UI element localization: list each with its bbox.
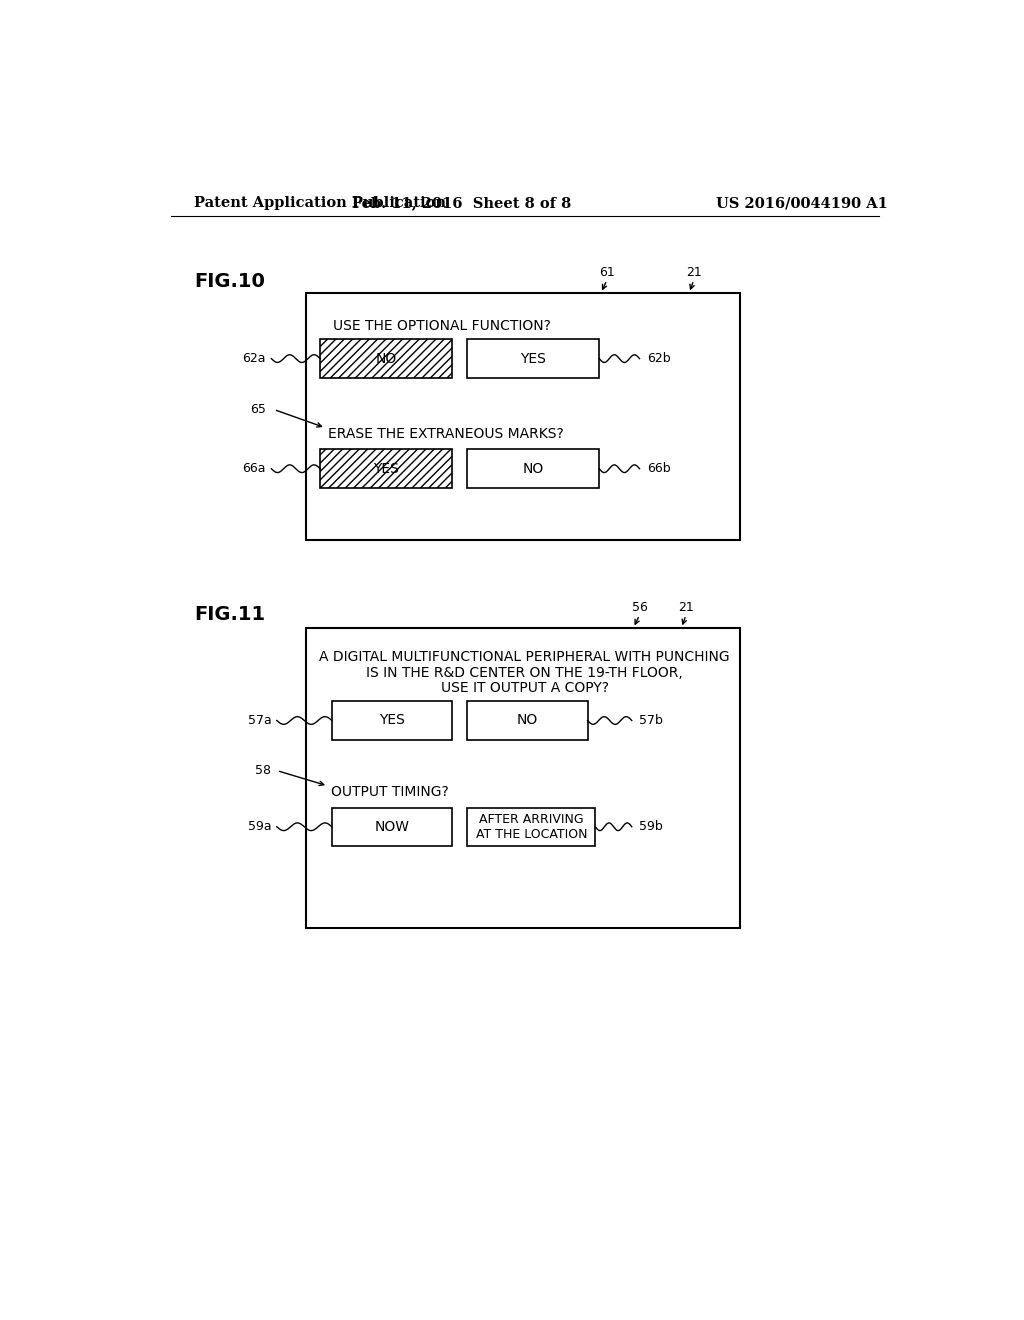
- Text: NOW: NOW: [375, 820, 410, 834]
- Text: 65: 65: [250, 403, 266, 416]
- Bar: [332, 808, 452, 846]
- Text: 61: 61: [599, 267, 614, 280]
- Bar: [332, 701, 452, 739]
- Text: ERASE THE EXTRANEOUS MARKS?: ERASE THE EXTRANEOUS MARKS?: [328, 428, 563, 441]
- Bar: [321, 449, 452, 488]
- Text: 21: 21: [678, 601, 694, 614]
- Bar: [321, 339, 452, 378]
- Bar: [321, 449, 452, 488]
- Text: FIG.10: FIG.10: [194, 272, 265, 292]
- Text: A DIGITAL MULTIFUNCTIONAL PERIPHERAL WITH PUNCHING: A DIGITAL MULTIFUNCTIONAL PERIPHERAL WIT…: [319, 651, 730, 664]
- Text: YES: YES: [379, 714, 404, 727]
- Bar: [306, 293, 740, 540]
- Text: NO: NO: [522, 462, 544, 475]
- Text: 56: 56: [632, 601, 647, 614]
- Text: US 2016/0044190 A1: US 2016/0044190 A1: [717, 197, 888, 210]
- Text: NO: NO: [517, 714, 539, 727]
- Text: Feb. 11, 2016  Sheet 8 of 8: Feb. 11, 2016 Sheet 8 of 8: [351, 197, 570, 210]
- Text: 62a: 62a: [243, 352, 266, 366]
- Text: 57a: 57a: [248, 714, 271, 727]
- Text: 66a: 66a: [243, 462, 266, 475]
- Text: 59a: 59a: [248, 820, 271, 833]
- Text: Patent Application Publication: Patent Application Publication: [194, 197, 445, 210]
- Text: NO: NO: [376, 351, 396, 366]
- Text: AT THE LOCATION: AT THE LOCATION: [475, 828, 587, 841]
- Text: IS IN THE R&D CENTER ON THE 19-TH FLOOR,: IS IN THE R&D CENTER ON THE 19-TH FLOOR,: [367, 665, 683, 680]
- Text: 59b: 59b: [640, 820, 664, 833]
- Bar: [321, 339, 452, 378]
- Text: FIG.11: FIG.11: [194, 605, 265, 624]
- Text: 66b: 66b: [647, 462, 671, 475]
- Text: USE THE OPTIONAL FUNCTION?: USE THE OPTIONAL FUNCTION?: [334, 319, 551, 333]
- Text: 21: 21: [686, 267, 701, 280]
- Text: 62b: 62b: [647, 352, 671, 366]
- Bar: [467, 701, 588, 739]
- Text: USE IT OUTPUT A COPY?: USE IT OUTPUT A COPY?: [440, 681, 609, 696]
- Text: 57b: 57b: [640, 714, 664, 727]
- Text: AFTER ARRIVING: AFTER ARRIVING: [479, 813, 584, 825]
- Bar: [467, 339, 599, 378]
- Bar: [306, 628, 740, 928]
- Text: 58: 58: [255, 764, 271, 777]
- Text: YES: YES: [373, 462, 399, 475]
- Text: OUTPUT TIMING?: OUTPUT TIMING?: [331, 785, 449, 799]
- Bar: [467, 449, 599, 488]
- Text: YES: YES: [520, 351, 546, 366]
- Bar: [467, 808, 595, 846]
